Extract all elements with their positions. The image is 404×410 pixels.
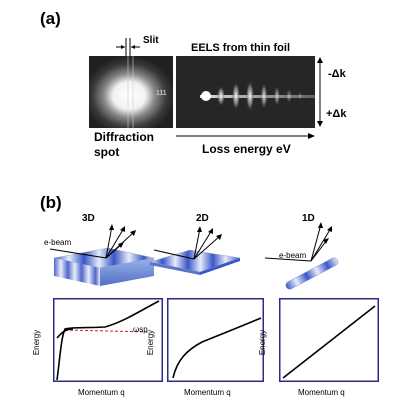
minus-delta-k-label: -Δk bbox=[328, 68, 346, 80]
illustration-3d-slab bbox=[50, 224, 155, 286]
eels-spectrum-image bbox=[176, 56, 315, 128]
eels-plasmon-peaks bbox=[201, 81, 303, 111]
slit-label: Slit bbox=[143, 35, 159, 46]
plot2-xlabel: Momentum q bbox=[184, 388, 231, 397]
plot3-ylabel: Energy bbox=[258, 329, 268, 356]
illustration-2d-sheet bbox=[149, 226, 241, 275]
plus-delta-k-label: +Δk bbox=[326, 108, 347, 120]
eels-title: EELS from thin foil bbox=[191, 42, 290, 54]
illustration-1d-wire bbox=[264, 222, 339, 290]
loss-energy-axis bbox=[176, 133, 315, 139]
omega-sp-label: ωsp bbox=[133, 325, 148, 334]
panel-b-label: (b) bbox=[40, 193, 62, 212]
ebeam-label-1d: e-beam bbox=[279, 251, 307, 260]
loss-energy-label: Loss energy eV bbox=[202, 142, 291, 156]
dispersion-plot-1d bbox=[279, 298, 379, 382]
dim-1d-label: 1D bbox=[302, 213, 315, 224]
diffraction-spot-caption-line2: spot bbox=[94, 145, 120, 159]
panel-a-label: (a) bbox=[40, 9, 61, 28]
spot-index-label: 111 bbox=[156, 90, 167, 97]
diffraction-spot-image bbox=[89, 56, 173, 128]
dispersion-plot-3d bbox=[53, 298, 163, 382]
dispersion-plot-2d bbox=[167, 298, 264, 382]
plot3-xlabel: Momentum q bbox=[298, 388, 345, 397]
plot2-ylabel: Energy bbox=[146, 329, 156, 356]
dim-2d-label: 2D bbox=[196, 213, 209, 224]
plot1-xlabel: Momentum q bbox=[78, 388, 125, 397]
ebeam-label-3d: e-beam bbox=[44, 238, 72, 247]
dim-3d-label: 3D bbox=[82, 213, 95, 224]
slit-marker-icon bbox=[116, 38, 140, 56]
diffraction-spot-caption-line1: Diffraction bbox=[94, 130, 154, 144]
delta-k-axis bbox=[317, 57, 323, 127]
plot1-ylabel: Energy bbox=[32, 329, 42, 356]
